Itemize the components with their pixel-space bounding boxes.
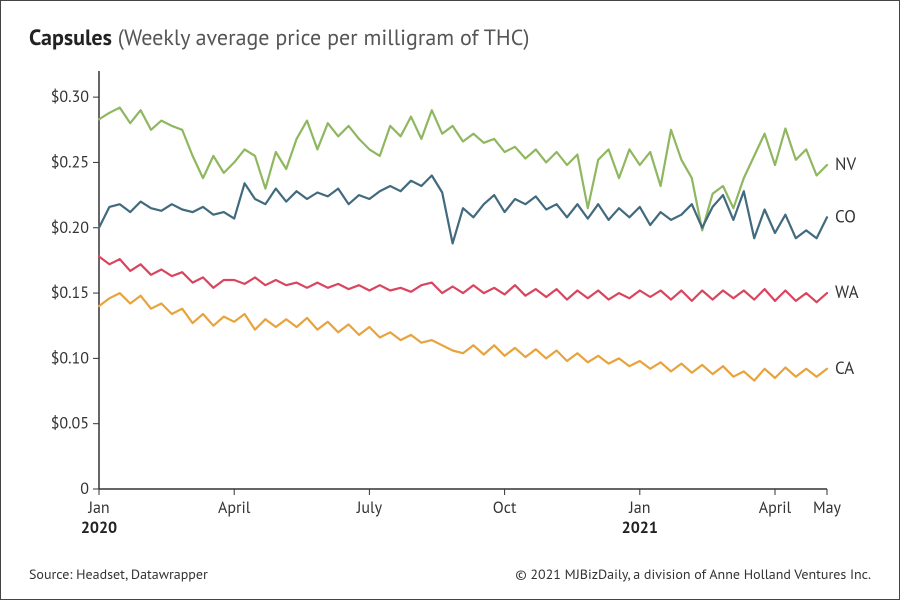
x-axis-label: July (356, 498, 383, 518)
chart-title: Capsules (Weekly average price per milli… (29, 25, 871, 51)
y-axis-label: $0.10 (51, 348, 90, 368)
footer-copyright: © 2021 MJBizDaily, a division of Anne Ho… (515, 565, 871, 583)
chart-footer: Source: Headset, Datawrapper © 2021 MJBi… (29, 565, 871, 583)
x-axis-label: April (218, 498, 251, 518)
y-axis-label: $0.05 (51, 414, 89, 434)
series-line-ca (99, 293, 827, 381)
series-label-co: CO (835, 205, 856, 227)
x-axis-label: May (813, 498, 842, 518)
series-line-co (99, 176, 827, 244)
title-subtitle: (Weekly average price per milligram of T… (112, 24, 530, 52)
footer-source: Source: Headset, Datawrapper (29, 565, 208, 583)
series-label-ca: CA (835, 357, 854, 379)
line-chart: 0$0.05$0.10$0.15$0.20$0.25$0.30Jan2020Ap… (29, 61, 871, 539)
y-axis-label: $0.20 (51, 218, 90, 238)
y-axis-label: 0 (80, 479, 89, 499)
series-label-wa: WA (835, 281, 859, 303)
x-axis-label: April (759, 498, 792, 518)
series-line-wa (99, 257, 827, 303)
x-axis-label: Oct (493, 498, 517, 518)
x-axis-label: Jan (87, 498, 109, 518)
title-bold: Capsules (29, 24, 112, 52)
chart-area: 0$0.05$0.10$0.15$0.20$0.25$0.30Jan2020Ap… (29, 61, 871, 539)
y-axis-label: $0.25 (51, 152, 89, 172)
x-axis-label: Jan (628, 498, 650, 518)
x-axis-year: 2021 (622, 518, 658, 538)
chart-frame: Capsules (Weekly average price per milli… (0, 0, 900, 600)
series-label-nv: NV (835, 153, 856, 175)
x-axis-year: 2020 (81, 518, 117, 538)
y-axis-label: $0.30 (51, 87, 90, 107)
y-axis-label: $0.15 (51, 283, 89, 303)
